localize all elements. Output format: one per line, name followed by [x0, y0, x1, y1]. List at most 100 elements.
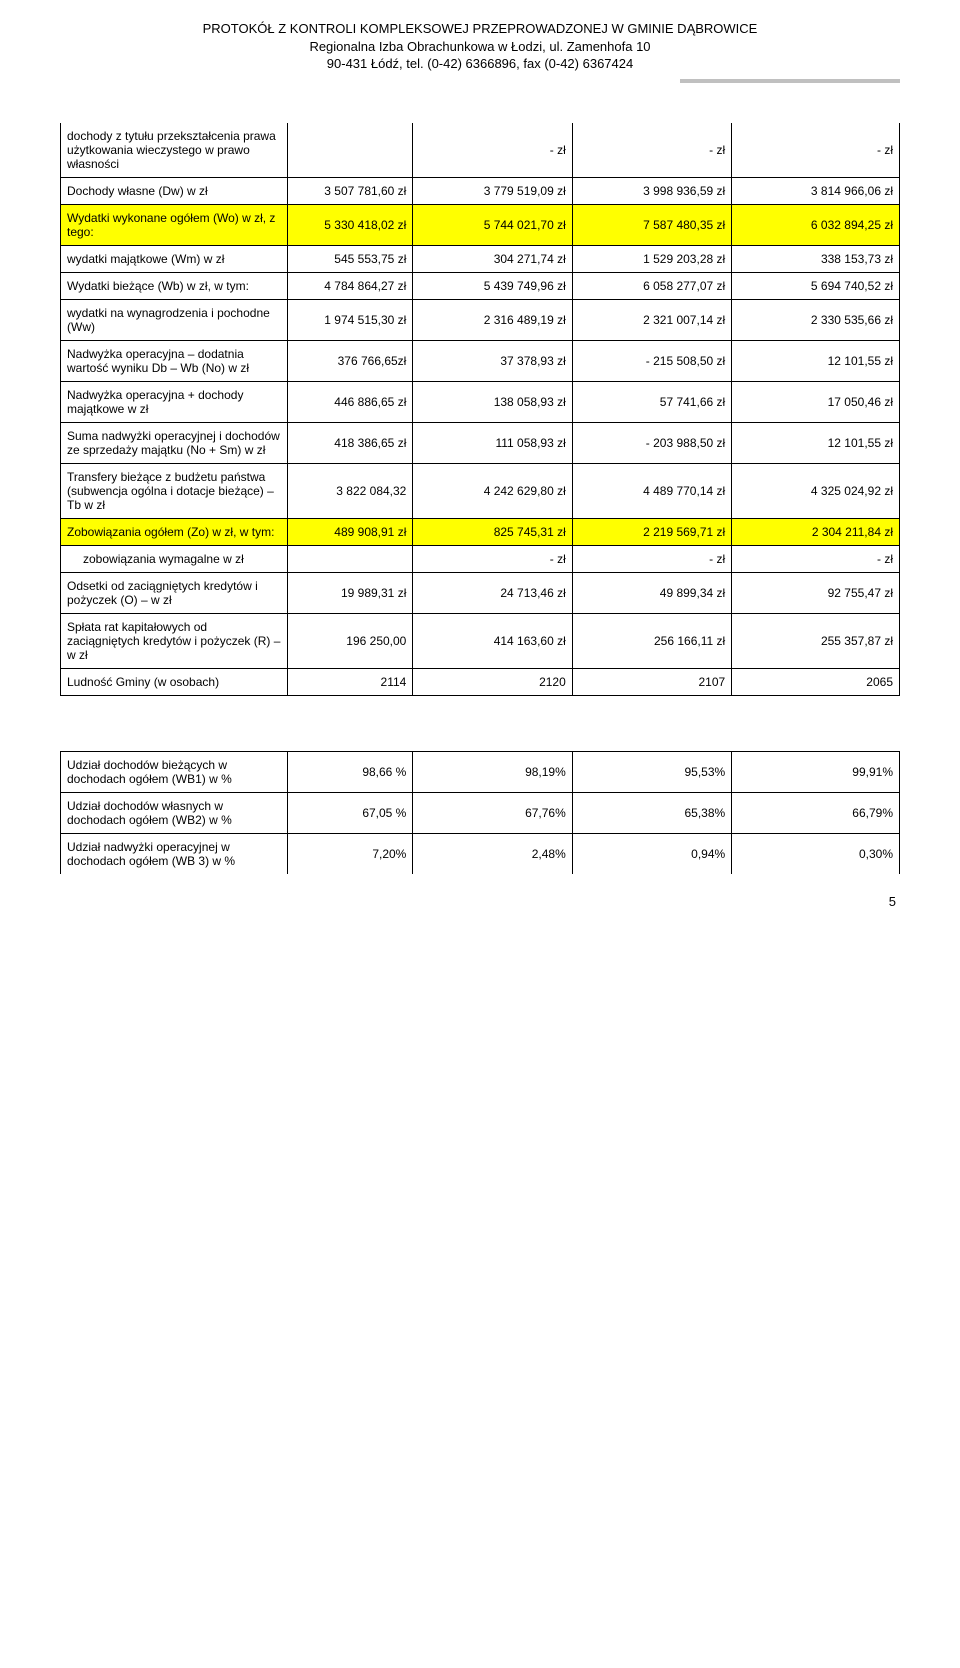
- cell: 138 058,93 zł: [413, 381, 572, 422]
- table-row: Odsetki od zaciągniętych kredytów i poży…: [61, 572, 900, 613]
- row-label: wydatki na wynagrodzenia i pochodne (Ww): [61, 299, 288, 340]
- cell: 24 713,46 zł: [413, 572, 572, 613]
- cell: 2,48%: [413, 833, 572, 874]
- cell: 3 814 966,06 zł: [732, 177, 900, 204]
- cell: 98,66 %: [287, 751, 413, 792]
- cell: 65,38%: [572, 792, 731, 833]
- cell: 49 899,34 zł: [572, 572, 731, 613]
- cell: 0,94%: [572, 833, 731, 874]
- row-label: Dochody własne (Dw) w zł: [61, 177, 288, 204]
- table-row: Nadwyżka operacyjna + dochody majątkowe …: [61, 381, 900, 422]
- cell: 99,91%: [732, 751, 900, 792]
- table-gap: [60, 696, 900, 751]
- cell: 12 101,55 zł: [732, 422, 900, 463]
- cell: 4 242 629,80 zł: [413, 463, 572, 518]
- page-number: 5: [60, 894, 900, 909]
- table-row: Dochody własne (Dw) w zł 3 507 781,60 zł…: [61, 177, 900, 204]
- row-label: Wydatki bieżące (Wb) w zł, w tym:: [61, 272, 288, 299]
- cell: 37 378,93 zł: [413, 340, 572, 381]
- cell: 2120: [413, 668, 572, 695]
- page: PROTOKÓŁ Z KONTROLI KOMPLEKSOWEJ PRZEPRO…: [0, 0, 960, 939]
- row-label: Nadwyżka operacyjna – dodatnia wartość w…: [61, 340, 288, 381]
- row-label: Suma nadwyżki operacyjnej i dochodów ze …: [61, 422, 288, 463]
- cell: 17 050,46 zł: [732, 381, 900, 422]
- cell: 57 741,66 zł: [572, 381, 731, 422]
- cell: 6 058 277,07 zł: [572, 272, 731, 299]
- cell: 67,05 %: [287, 792, 413, 833]
- cell: - zł: [732, 545, 900, 572]
- row-label: zobowiązania wymagalne w zł: [61, 545, 288, 572]
- cell: 7 587 480,35 zł: [572, 204, 731, 245]
- table-row: wydatki majątkowe (Wm) w zł 545 553,75 z…: [61, 245, 900, 272]
- cell: 2 304 211,84 zł: [732, 518, 900, 545]
- cell: 304 271,74 zł: [413, 245, 572, 272]
- table-row: Suma nadwyżki operacyjnej i dochodów ze …: [61, 422, 900, 463]
- cell: - zł: [413, 123, 572, 178]
- cell: - 203 988,50 zł: [572, 422, 731, 463]
- table-row: Udział dochodów własnych w dochodach ogó…: [61, 792, 900, 833]
- cell: 1 529 203,28 zł: [572, 245, 731, 272]
- document-header: PROTOKÓŁ Z KONTROLI KOMPLEKSOWEJ PRZEPRO…: [60, 20, 900, 73]
- row-label: dochody z tytułu przekształcenia prawa u…: [61, 123, 288, 178]
- cell: 545 553,75 zł: [287, 245, 413, 272]
- table-row: Nadwyżka operacyjna – dodatnia wartość w…: [61, 340, 900, 381]
- header-line3: 90-431 Łódź, tel. (0-42) 6366896, fax (0…: [60, 55, 900, 73]
- main-table: dochody z tytułu przekształcenia prawa u…: [60, 123, 900, 696]
- cell: 3 779 519,09 zł: [413, 177, 572, 204]
- cell: 19 989,31 zł: [287, 572, 413, 613]
- cell: 98,19%: [413, 751, 572, 792]
- row-label: Transfery bieżące z budżetu państwa (sub…: [61, 463, 288, 518]
- cell: 414 163,60 zł: [413, 613, 572, 668]
- table-row: zobowiązania wymagalne w zł - zł - zł - …: [61, 545, 900, 572]
- row-label: wydatki majątkowe (Wm) w zł: [61, 245, 288, 272]
- cell: 7,20%: [287, 833, 413, 874]
- cell: 2 316 489,19 zł: [413, 299, 572, 340]
- cell: 5 330 418,02 zł: [287, 204, 413, 245]
- cell: 111 058,93 zł: [413, 422, 572, 463]
- cell: 3 822 084,32: [287, 463, 413, 518]
- table-row-highlight: Wydatki wykonane ogółem (Wo) w zł, z teg…: [61, 204, 900, 245]
- row-label: Zobowiązania ogółem (Zo) w zł, w tym:: [61, 518, 288, 545]
- cell: 67,76%: [413, 792, 572, 833]
- cell: 2114: [287, 668, 413, 695]
- cell: 446 886,65 zł: [287, 381, 413, 422]
- table-row: Transfery bieżące z budżetu państwa (sub…: [61, 463, 900, 518]
- table-row-highlight: Zobowiązania ogółem (Zo) w zł, w tym: 48…: [61, 518, 900, 545]
- row-label: Udział dochodów własnych w dochodach ogó…: [61, 792, 288, 833]
- cell: 376 766,65zł: [287, 340, 413, 381]
- row-label: Wydatki wykonane ogółem (Wo) w zł, z teg…: [61, 204, 288, 245]
- secondary-table: Udział dochodów bieżących w dochodach og…: [60, 751, 900, 874]
- table-row: Udział nadwyżki operacyjnej w dochodach …: [61, 833, 900, 874]
- row-label: Udział dochodów bieżących w dochodach og…: [61, 751, 288, 792]
- table-row: Spłata rat kapitałowych od zaciągniętych…: [61, 613, 900, 668]
- cell: 489 908,91 zł: [287, 518, 413, 545]
- row-label: Udział nadwyżki operacyjnej w dochodach …: [61, 833, 288, 874]
- cell: - zł: [732, 123, 900, 178]
- cell: 3 507 781,60 zł: [287, 177, 413, 204]
- cell: 0,30%: [732, 833, 900, 874]
- cell: 825 745,31 zł: [413, 518, 572, 545]
- cell: - zł: [572, 545, 731, 572]
- cell: 4 489 770,14 zł: [572, 463, 731, 518]
- cell: 12 101,55 zł: [732, 340, 900, 381]
- cell: - 215 508,50 zł: [572, 340, 731, 381]
- table-row: Ludność Gminy (w osobach) 2114 2120 2107…: [61, 668, 900, 695]
- header-line2: Regionalna Izba Obrachunkowa w Łodzi, ul…: [60, 38, 900, 56]
- cell: 2 321 007,14 zł: [572, 299, 731, 340]
- cell: 196 250,00: [287, 613, 413, 668]
- row-label: Odsetki od zaciągniętych kredytów i poży…: [61, 572, 288, 613]
- row-label: Nadwyżka operacyjna + dochody majątkowe …: [61, 381, 288, 422]
- cell: 4 784 864,27 zł: [287, 272, 413, 299]
- cell: 66,79%: [732, 792, 900, 833]
- cell: 1 974 515,30 zł: [287, 299, 413, 340]
- cell: 4 325 024,92 zł: [732, 463, 900, 518]
- cell: 255 357,87 zł: [732, 613, 900, 668]
- table-row: dochody z tytułu przekształcenia prawa u…: [61, 123, 900, 178]
- cell: 5 439 749,96 zł: [413, 272, 572, 299]
- cell: 256 166,11 zł: [572, 613, 731, 668]
- header-line1: PROTOKÓŁ Z KONTROLI KOMPLEKSOWEJ PRZEPRO…: [60, 20, 900, 38]
- cell: [287, 123, 413, 178]
- cell: 338 153,73 zł: [732, 245, 900, 272]
- row-label: Ludność Gminy (w osobach): [61, 668, 288, 695]
- cell: 6 032 894,25 zł: [732, 204, 900, 245]
